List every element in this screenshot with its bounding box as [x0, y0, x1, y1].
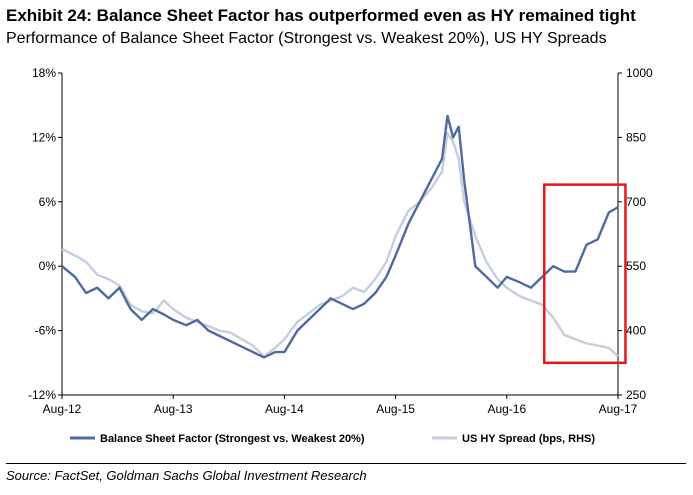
y-left-tick-label: 18% — [32, 66, 56, 80]
source-note: Source: FactSet, Goldman Sachs Global In… — [6, 468, 367, 483]
legend-label-factor: Balance Sheet Factor (Strongest vs. Weak… — [100, 433, 365, 445]
legend-label-spread: US HY Spread (bps, RHS) — [462, 433, 595, 445]
x-tick-label: Aug-12 — [43, 402, 82, 416]
y-left-tick-label: 12% — [32, 130, 56, 144]
y-right-tick-label: 1000 — [626, 66, 653, 80]
series-layer — [61, 114, 619, 359]
footer-divider — [6, 463, 686, 464]
y-right-tick-label: 400 — [626, 324, 646, 338]
legend: Balance Sheet Factor (Strongest vs. Weak… — [70, 433, 595, 445]
y-left-tick-label: 6% — [39, 195, 57, 209]
x-tick-label: Aug-16 — [487, 402, 526, 416]
y-right-tick-label: 850 — [626, 130, 646, 144]
x-tick-label: Aug-13 — [154, 402, 193, 416]
y-left-tick-label: -6% — [35, 324, 57, 338]
y-left-tick-label: -12% — [28, 388, 56, 402]
highlight-box — [543, 183, 627, 365]
hy-spread-line — [61, 131, 619, 358]
y-right-tick-label: 550 — [626, 259, 646, 273]
line-chart: 18%12%6%0%-6%-12%1000850700550400250Aug-… — [28, 66, 653, 445]
x-tick-label: Aug-14 — [265, 402, 304, 416]
chart-title: Exhibit 24: Balance Sheet Factor has out… — [6, 6, 636, 25]
balance-sheet-factor-line — [61, 114, 619, 359]
highlight-layer — [543, 183, 627, 365]
x-tick-label: Aug-17 — [599, 402, 638, 416]
y-right-tick-label: 700 — [626, 195, 646, 209]
chart-subtitle: Performance of Balance Sheet Factor (Str… — [6, 30, 607, 47]
y-left-tick-label: 0% — [39, 259, 57, 273]
y-right-tick-label: 250 — [626, 388, 646, 402]
x-tick-label: Aug-15 — [376, 402, 415, 416]
chart-axes: 18%12%6%0%-6%-12%1000850700550400250Aug-… — [28, 66, 653, 416]
